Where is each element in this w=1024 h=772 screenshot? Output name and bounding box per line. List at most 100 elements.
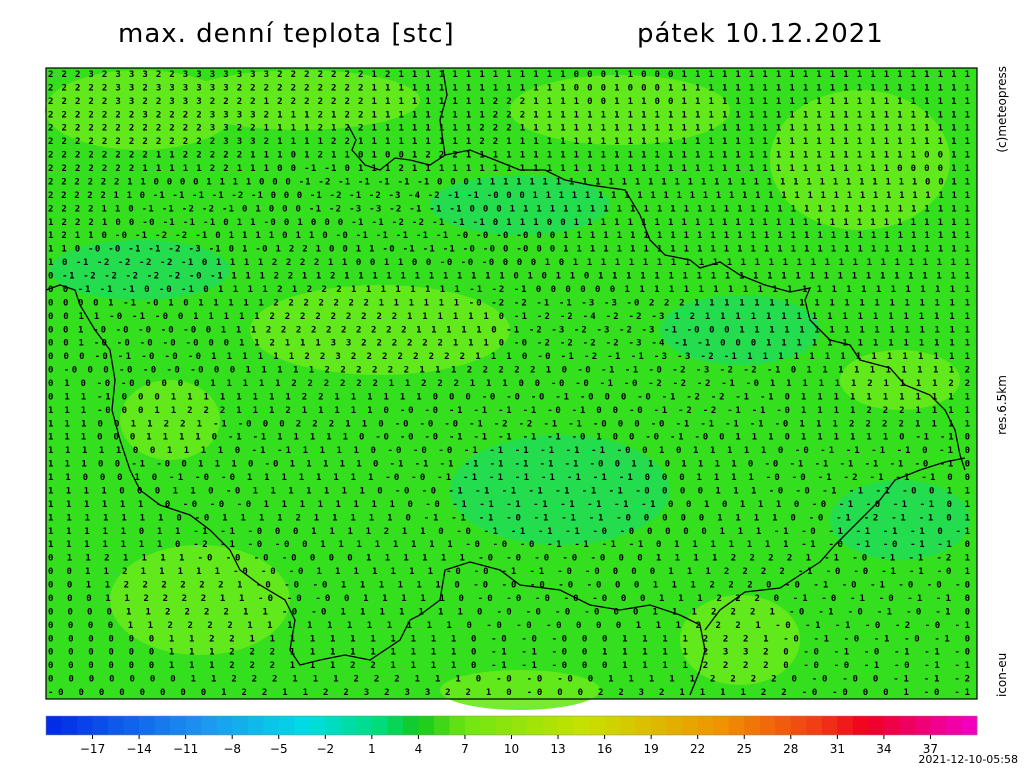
grid-row: 0 0 0 1 1 2 2 2 2 1 1 -0 -0 -0 0 1 1 1 1… <box>48 594 970 604</box>
grid-row: 1 1 1 1 1 1 -0 -0 -0 -0 1 1 1 1 1 1 1 1 … <box>48 500 970 510</box>
colorbar-cell <box>852 716 869 735</box>
grid-row: 0 -1 -2 -2 -2 -2 -2 -0 -1 1 1 1 2 2 1 1 … <box>48 272 970 282</box>
colorbar-cell <box>930 716 947 735</box>
colorbar-cell <box>340 716 357 735</box>
grid-row: 0 0 0 -0 -1 -0 -0 -0 1 1 1 1 1 1 2 2 3 2… <box>48 352 970 362</box>
map-area: 2 2 2 3 2 3 3 3 2 2 3 3 3 3 3 3 3 2 2 2 … <box>45 67 978 710</box>
grid-row: 1 2 2 2 1 0 0 -0 -1 -1 -1 0 1 1 -0 0 1 0… <box>48 218 970 228</box>
colorbar-cell <box>821 716 838 735</box>
grid-row: 0 0 1 1 -0 -1 -0 0 1 1 1 1 1 2 2 2 2 2 2… <box>48 312 970 322</box>
grid-row: 0 0 0 0 1 -1 -0 1 0 1 1 1 1 1 2 2 2 2 2 … <box>48 298 970 308</box>
colorbar-cell <box>806 716 823 735</box>
colorbar-cell <box>433 716 450 735</box>
grid-row: 2 2 2 2 2 2 2 1 1 1 1 1 2 2 1 1 1 0 0 -1… <box>48 164 970 174</box>
colorbar-cell <box>682 716 699 735</box>
map-date: pátek 10.12.2021 <box>637 19 884 49</box>
colorbar-cell <box>558 716 575 735</box>
colorbar-cell <box>635 716 652 735</box>
colorbar-tick-label: 7 <box>461 742 469 756</box>
colorbar-cell <box>775 716 792 735</box>
grid-row: 0 0 0 0 1 1 2 2 2 2 1 1 1 1 1 1 1 1 1 1 … <box>48 621 970 631</box>
grid-row: 2 2 2 2 2 2 2 3 2 2 2 2 3 3 3 3 2 1 1 1 … <box>48 110 970 120</box>
colorbar-cell <box>697 716 714 735</box>
colorbar-tick-label: 31 <box>830 742 845 756</box>
colorbar-cell <box>402 716 419 735</box>
borders <box>45 69 966 696</box>
colorbar-cell <box>356 716 373 735</box>
colorbar-tick-label: 16 <box>597 742 612 756</box>
copyright-label: (c)meteopress <box>995 66 1009 153</box>
colorbar-cell <box>46 716 63 735</box>
grid-row: 2 2 2 2 2 1 1 0 -1 -1 -1 -1 -2 -1 0 0 0 … <box>48 191 970 201</box>
colorbar-cell <box>278 716 295 735</box>
colorbar-cell <box>604 716 621 735</box>
colorbar-tick-label: 37 <box>923 742 938 756</box>
colorbar-cell <box>232 716 249 735</box>
colorbar-tick-label: 4 <box>415 742 423 756</box>
map-title: max. denní teplota [stc] <box>118 19 455 49</box>
colorbar-cell <box>387 716 404 735</box>
grid-row: 2 2 2 2 2 2 2 2 2 2 2 2 3 3 2 2 1 1 1 1 … <box>48 124 970 134</box>
colorbar-tick-label: 28 <box>783 742 798 756</box>
colorbar-tick-label: 25 <box>737 742 752 756</box>
colorbar-cell <box>589 716 606 735</box>
grid-row: 0 0 -1 -1 -1 0 -0 -1 0 1 1 1 1 2 1 2 2 2… <box>48 285 970 295</box>
colorbar-cell <box>247 716 264 735</box>
colorbar-cell <box>61 716 78 735</box>
grid-row: 2 2 2 2 2 2 2 2 1 1 2 2 2 2 2 1 1 1 0 1 … <box>48 151 970 161</box>
colorbar-tick-label: −2 <box>316 742 334 756</box>
colorbar-tick-label: 1 <box>368 742 376 756</box>
colorbar-cell <box>123 716 140 735</box>
colorbar-cell <box>418 716 435 735</box>
colorbar-tick-label: −17 <box>80 742 105 756</box>
colorbar-cell <box>713 716 730 735</box>
colorbar-cell <box>92 716 109 735</box>
map-frame <box>45 67 978 700</box>
grid-row: 1 2 1 1 0 -0 -1 -2 -2 -1 0 1 1 1 1 0 1 1… <box>48 231 970 241</box>
timestamp: 2021-12-10-05:58 <box>918 753 1018 766</box>
colorbar-tick-label: 19 <box>644 742 659 756</box>
colorbar-cell <box>899 716 916 735</box>
colorbar-cell <box>325 716 342 735</box>
grid-row: 0 0 1 -0 -0 -0 -0 -0 0 0 1 1 2 1 1 1 3 3… <box>48 339 970 349</box>
colorbar-cell <box>185 716 202 735</box>
colorbar-cell <box>449 716 466 735</box>
colorbar-cell <box>759 716 776 735</box>
colorbar-cell <box>480 716 497 735</box>
colorbar-tick-label: −11 <box>173 742 198 756</box>
colorbar-cell <box>495 716 512 735</box>
colorbar-cell <box>744 716 761 735</box>
colorbar-tick-label: 13 <box>550 742 565 756</box>
colorbar-cell <box>837 716 854 735</box>
grid-row: 2 2 2 3 2 3 3 3 2 2 3 3 3 3 3 3 3 2 2 2 … <box>48 70 970 80</box>
colorbar-cell <box>527 716 544 735</box>
colorbar-cell <box>914 716 931 735</box>
grid-row: 2 2 2 2 1 1 0 -1 -1 -2 -2 -1 0 1 0 0 0 -… <box>48 204 970 214</box>
colorbar-tick-label: 10 <box>504 742 519 756</box>
grid-row: 0 0 1 -0 -0 -0 -0 -0 0 1 1 1 2 2 2 2 2 2… <box>48 325 970 335</box>
colorbar-cell <box>371 716 388 735</box>
resolution-label: res.6.5km <box>995 375 1009 435</box>
colorbar-cell <box>77 716 94 735</box>
colorbar-tick-label: −8 <box>223 742 241 756</box>
colorbar-cell <box>542 716 559 735</box>
colorbar-tick-label: 34 <box>876 742 891 756</box>
colorbar: −17 −14 −11 −8 −5 −2 1 4 7 10 13 16 19 22 25 28 31 34 37 <box>45 715 978 756</box>
colorbar-cell <box>294 716 311 735</box>
cold-patches <box>50 175 970 560</box>
colorbar-cell <box>216 716 233 735</box>
colorbar-cell <box>666 716 683 735</box>
grid-row: 0 -0 0 0 -0 -0 -0 -0 0 0 1 1 1 1 1 2 2 2… <box>48 366 970 376</box>
colorbar-tick-label: 22 <box>690 742 705 756</box>
colorbar-cell <box>961 716 978 735</box>
model-label: icon-eu <box>995 653 1009 697</box>
colorbar-cell <box>945 716 962 735</box>
warm-patches <box>45 70 960 710</box>
grid-row: 0 1 1 2 1 1 1 1 -0 -0 -0 -0 0 0 0 1 1 1 … <box>48 554 970 564</box>
grid-row: 2 2 2 2 2 3 3 2 2 3 3 3 2 2 2 2 1 2 2 2 … <box>48 97 970 107</box>
colorbar-cell <box>139 716 156 735</box>
colorbar-cell <box>883 716 900 735</box>
grid-row: 1 1 1 1 1 0 0 1 1 1 1 0 -1 -1 1 1 1 1 0 … <box>48 446 970 456</box>
grid-row: 1 1 1 0 0 0 1 1 1 1 0 -1 -1 1 1 1 1 1 0 … <box>48 433 970 443</box>
grid-row: -0 0 0 0 0 0 0 0 1 2 2 1 1 2 2 3 2 3 3 2… <box>48 688 970 698</box>
